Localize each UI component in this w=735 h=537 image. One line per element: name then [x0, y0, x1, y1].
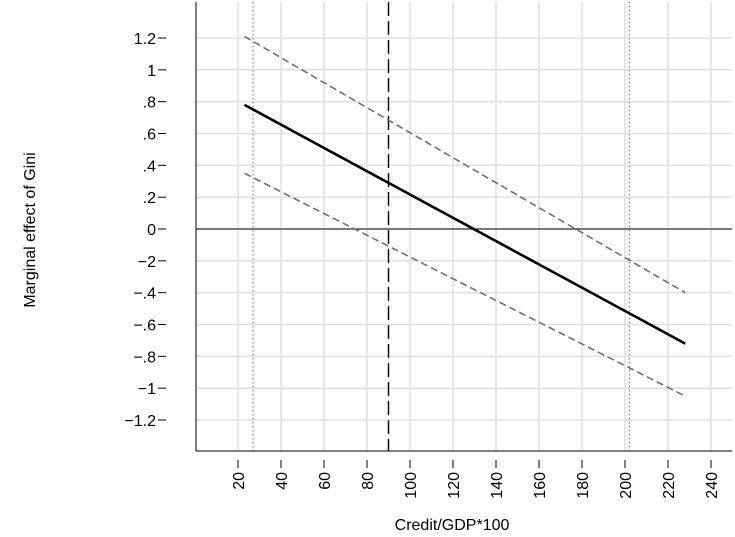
- y-tick-label: .4: [143, 158, 156, 175]
- y-tick-label: 0: [147, 222, 156, 239]
- x-tick-label: 40: [274, 472, 291, 490]
- lower-ci-line: [244, 172, 686, 397]
- y-tick-label: .6: [143, 127, 156, 144]
- upper-ci-line: [244, 35, 686, 294]
- x-tick-label: 240: [704, 472, 721, 499]
- y-tick-label: −2: [138, 254, 156, 271]
- grid-lines: [196, 2, 732, 451]
- x-tick-label: 60: [317, 472, 334, 490]
- x-tick-label: 140: [489, 472, 506, 499]
- x-tick-label: 200: [618, 472, 635, 499]
- x-tick-label: 180: [575, 472, 592, 499]
- series: [243, 35, 686, 397]
- x-axis-label: Credit/GDP*100: [395, 517, 510, 534]
- y-tick-label: 1.2: [134, 31, 156, 48]
- y-tick-label: −.8: [133, 349, 156, 366]
- estimate-line: [243, 103, 686, 345]
- x-ticks: 20 40 60 80 100 120 140 160 180 200 220 240: [231, 460, 721, 499]
- y-tick-label: −1.2: [124, 413, 156, 430]
- x-tick-label: 120: [446, 472, 463, 499]
- y-ticks: 1.2 1 .8 .6 .4 .2 0 −2 −.4 −.6 −.8 −1 −1.2: [124, 31, 166, 430]
- x-tick-label: 220: [661, 472, 678, 499]
- x-tick-label: 100: [403, 472, 420, 499]
- y-axis-label: Marginal effect of Gini: [22, 152, 39, 307]
- y-tick-label: −.6: [133, 318, 156, 335]
- x-tick-label: 80: [360, 472, 377, 490]
- y-tick-label: −.4: [133, 286, 156, 303]
- y-tick-label: 1: [147, 63, 156, 80]
- axes: [195, 2, 732, 452]
- y-tick-label: .8: [143, 95, 156, 112]
- y-tick-label: .2: [143, 190, 156, 207]
- x-tick-label: 160: [532, 472, 549, 499]
- reference-lines: [196, 2, 732, 451]
- y-tick-label: −1: [138, 381, 156, 398]
- x-tick-label: 20: [231, 472, 248, 490]
